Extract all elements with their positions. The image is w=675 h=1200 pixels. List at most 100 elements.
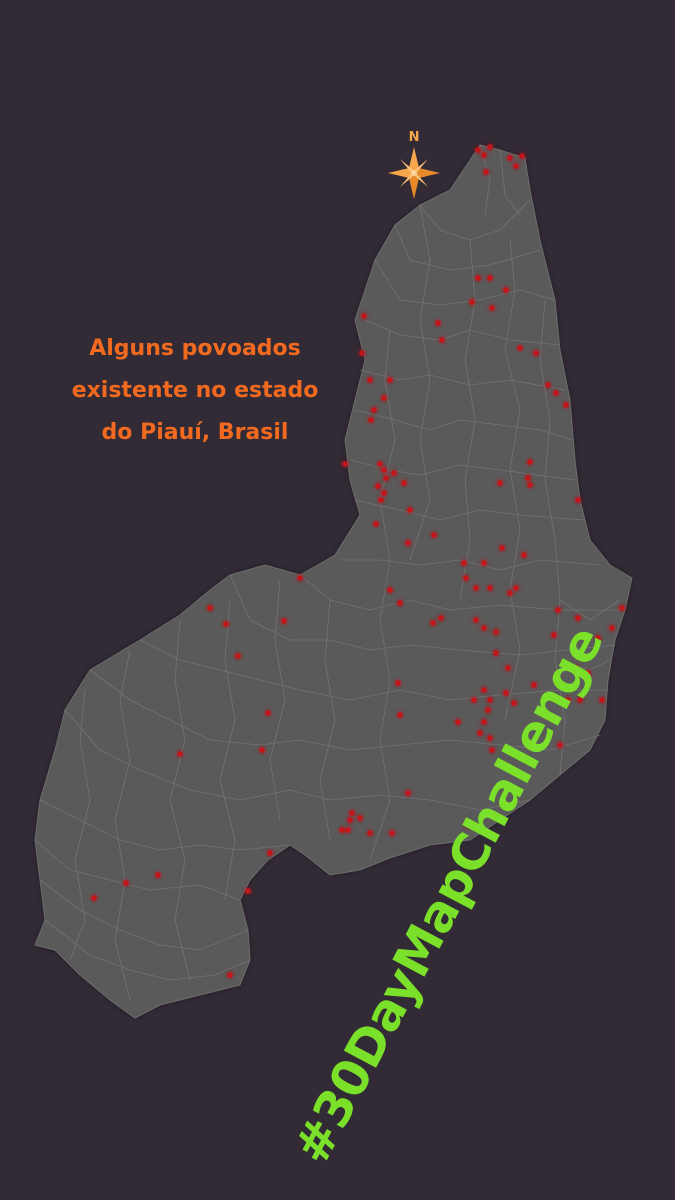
- village-dot: [349, 810, 355, 816]
- title-line-1: Alguns povoados: [89, 336, 301, 361]
- village-dot: [507, 590, 513, 596]
- village-dot: [517, 345, 523, 351]
- compass-star-icon: [388, 147, 440, 199]
- village-dot: [493, 629, 499, 635]
- village-dot: [405, 540, 411, 546]
- village-dot: [387, 587, 393, 593]
- village-dot: [389, 830, 395, 836]
- village-dot: [527, 459, 533, 465]
- village-dots: [91, 144, 625, 978]
- village-dot: [439, 337, 445, 343]
- village-dot: [489, 747, 495, 753]
- title-line-3: do Piauí, Brasil: [101, 420, 289, 445]
- village-dot: [497, 480, 503, 486]
- village-dot: [555, 607, 561, 613]
- village-dot: [575, 497, 581, 503]
- village-dot: [499, 545, 505, 551]
- village-dot: [373, 521, 379, 527]
- village-dot: [381, 467, 387, 473]
- compass-north-label: N: [409, 130, 420, 145]
- village-dot: [391, 470, 397, 476]
- village-dot: [223, 621, 229, 627]
- village-dot: [371, 407, 377, 413]
- village-dot: [585, 670, 591, 676]
- village-dot: [475, 147, 481, 153]
- village-dot: [405, 790, 411, 796]
- village-dot: [375, 483, 381, 489]
- village-dot: [383, 475, 389, 481]
- village-dot: [465, 822, 471, 828]
- village-dot: [430, 620, 436, 626]
- village-dot: [551, 632, 557, 638]
- village-dot: [368, 417, 374, 423]
- title-line-2: existente no estado: [71, 378, 319, 403]
- village-dot: [207, 605, 213, 611]
- village-dot: [489, 305, 495, 311]
- village-dot: [481, 625, 487, 631]
- village-dot: [407, 507, 413, 513]
- village-dot: [461, 560, 467, 566]
- village-dot: [483, 169, 489, 175]
- village-dot: [609, 625, 615, 631]
- village-dot: [475, 275, 481, 281]
- village-dot: [505, 665, 511, 671]
- village-dot: [513, 585, 519, 591]
- village-dot: [401, 480, 407, 486]
- village-dot: [347, 817, 353, 823]
- village-dot: [487, 585, 493, 591]
- village-dot: [487, 144, 493, 150]
- village-dot: [367, 830, 373, 836]
- village-dot: [493, 650, 499, 656]
- village-dot: [345, 827, 351, 833]
- village-dot: [481, 152, 487, 158]
- village-dot: [91, 895, 97, 901]
- village-dot: [339, 827, 345, 833]
- village-dot: [245, 888, 251, 894]
- village-dot: [553, 390, 559, 396]
- village-dot: [469, 299, 475, 305]
- village-dot: [563, 402, 569, 408]
- village-dot: [473, 617, 479, 623]
- village-dot: [531, 682, 537, 688]
- village-dot: [545, 382, 551, 388]
- village-dot: [595, 635, 601, 641]
- village-dot: [378, 497, 384, 503]
- village-dot: [259, 747, 265, 753]
- village-dot: [435, 320, 441, 326]
- village-dot: [397, 600, 403, 606]
- village-dot: [487, 275, 493, 281]
- village-dot: [477, 730, 483, 736]
- village-dot: [481, 719, 487, 725]
- municipality-borders: [34, 144, 625, 1001]
- compass-rose: N: [388, 130, 440, 199]
- village-dot: [511, 700, 517, 706]
- village-dot: [503, 690, 509, 696]
- village-dot: [381, 490, 387, 496]
- village-dot: [357, 815, 363, 821]
- village-dot: [265, 710, 271, 716]
- village-dot: [377, 461, 383, 467]
- village-dot: [235, 653, 241, 659]
- village-dot: [513, 163, 519, 169]
- village-dot: [381, 395, 387, 401]
- village-dot: [155, 872, 161, 878]
- village-dot: [397, 712, 403, 718]
- village-dot: [267, 850, 273, 856]
- village-dot: [577, 697, 583, 703]
- village-dot: [521, 552, 527, 558]
- village-dot: [599, 697, 605, 703]
- village-dot: [463, 575, 469, 581]
- village-dot: [455, 719, 461, 725]
- map-title: Alguns povoados existente no estado do P…: [40, 328, 350, 454]
- village-dot: [297, 575, 303, 581]
- village-dot: [361, 313, 367, 319]
- village-dot: [471, 697, 477, 703]
- village-dot: [473, 585, 479, 591]
- village-dot: [565, 697, 571, 703]
- village-dot: [573, 665, 579, 671]
- village-dot: [342, 461, 348, 467]
- village-dot: [507, 155, 513, 161]
- village-dot: [519, 153, 525, 159]
